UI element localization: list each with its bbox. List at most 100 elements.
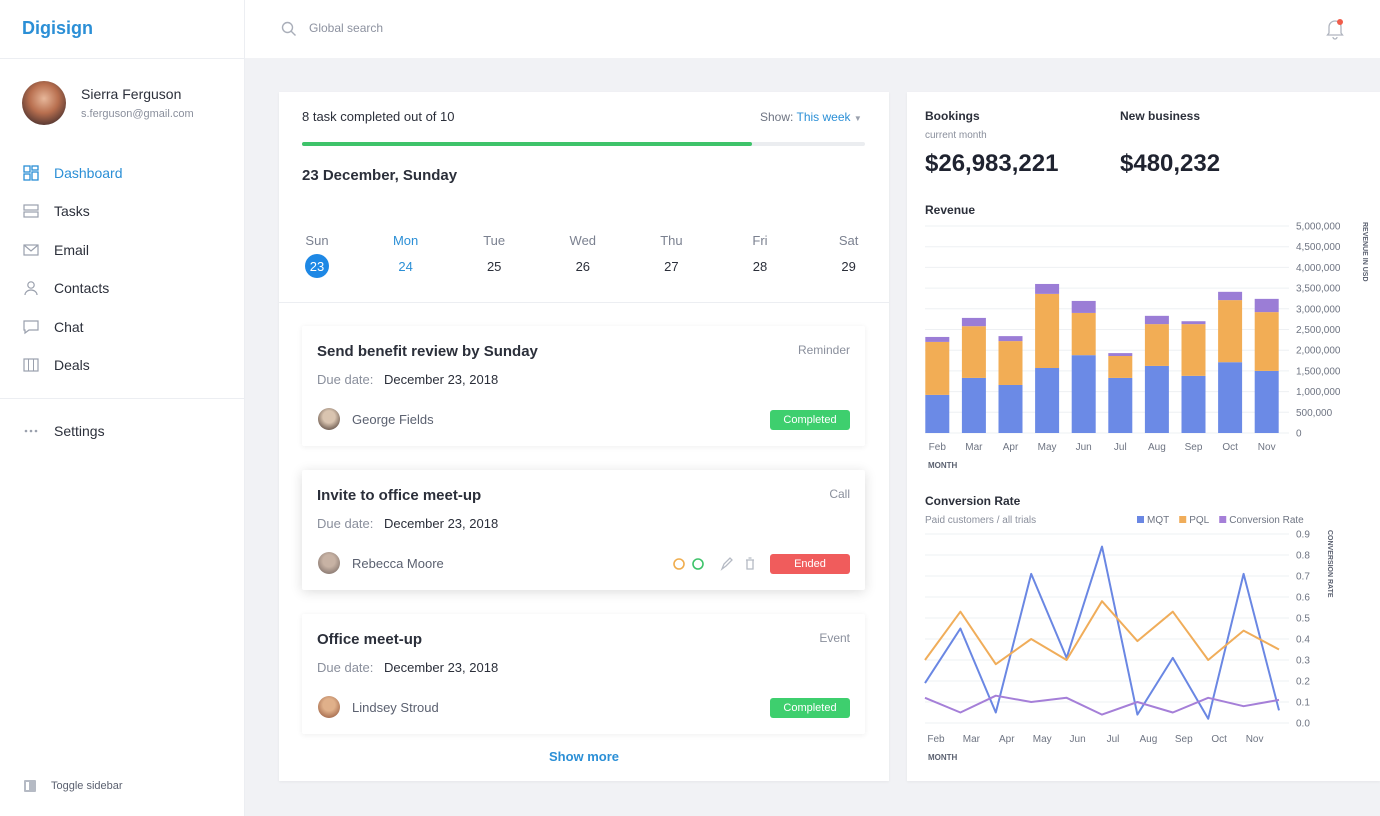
bar-segment (1071, 300, 1096, 313)
y-tick-label: 0.1 (1296, 698, 1310, 709)
bar-segment (1144, 315, 1169, 325)
y-tick-label: 5,000,000 (1296, 222, 1341, 233)
bar-segment (1071, 312, 1096, 356)
chart-title: Conversion Rate (925, 494, 1021, 508)
chart-subtitle: Paid customers / all trials (925, 515, 1036, 526)
bar-segment (1181, 324, 1206, 376)
weekday-date[interactable]: 24 (398, 259, 413, 274)
notification-bell[interactable] (1325, 18, 1345, 40)
progress-fill (302, 142, 753, 146)
x-tick-label: Jul (1107, 734, 1120, 745)
y-tick-label: 0 (1296, 429, 1302, 440)
y-tick-label: 0.6 (1296, 593, 1310, 604)
weekday-date[interactable]: 25 (486, 259, 502, 274)
bar-segment (1218, 300, 1243, 363)
task-title: Office meet-up (317, 631, 423, 648)
task-title: Invite to office meet-up (317, 487, 482, 504)
bar-segment (1218, 362, 1243, 433)
stat-sublabel: current month (925, 130, 987, 141)
task-card[interactable]: Send benefit review by Sunday Reminder Due… (302, 326, 865, 446)
y-tick-label: 4,000,000 (1296, 263, 1341, 274)
chart-title: Revenue (925, 203, 975, 217)
y-tick-label: 1,000,000 (1296, 387, 1341, 398)
action-circle[interactable] (692, 558, 704, 570)
bar-segment (1254, 312, 1279, 371)
assignee-avatar (318, 408, 340, 430)
task-title: Send benefit review by Sunday (317, 343, 538, 360)
x-tick-label: Oct (1211, 734, 1227, 745)
assignee-name: George Fields (352, 412, 434, 427)
legend-swatch (1137, 516, 1144, 523)
weekday-date[interactable]: 29 (841, 259, 856, 274)
due-label: Due date: (317, 660, 374, 675)
nav-label: Email (54, 241, 90, 258)
search-icon (281, 21, 296, 36)
bar-segment (1181, 321, 1206, 325)
y-tick-label: 0.4 (1296, 635, 1310, 646)
y-tick-label: 3,000,000 (1296, 304, 1341, 315)
settings-icon (24, 429, 38, 433)
task-card[interactable]: Invite to office meet-up Call Due date: Dec… (302, 470, 865, 590)
legend-label: Conversion Rate (1229, 515, 1304, 526)
weekday-date[interactable]: 28 (752, 259, 768, 274)
x-tick-label: Nov (1246, 734, 1264, 745)
bar-segment (1108, 353, 1133, 356)
bar-segment (998, 336, 1023, 342)
x-tick-label: Nov (1258, 442, 1276, 453)
weekday: Fri (752, 233, 768, 248)
x-axis-label: MONTH (928, 753, 958, 762)
legend-label: MQT (1147, 515, 1169, 526)
nav-label: Chat (54, 318, 84, 335)
nav-label: Deals (54, 357, 90, 373)
task-card[interactable]: Office meet-up Event Due date: December 23,… (302, 614, 865, 734)
nav-item[interactable]: Email (0, 235, 244, 265)
nav-item[interactable]: Contacts (0, 273, 244, 303)
nav-item[interactable]: Tasks (0, 196, 244, 226)
settings-label: Settings (54, 423, 105, 439)
nav-item[interactable]: Deals (0, 350, 244, 380)
y-tick-label: 0.2 (1296, 677, 1310, 688)
nav-icon (23, 204, 39, 218)
y-tick-label: 4,500,000 (1296, 242, 1341, 253)
search-input[interactable]: Global search (309, 21, 384, 35)
stat-value: $26,983,221 (925, 150, 1058, 177)
user-name: Sierra Ferguson (81, 86, 182, 102)
action-circle[interactable] (673, 558, 685, 570)
x-tick-label: Apr (1003, 442, 1019, 453)
weekday-date[interactable]: 27 (664, 259, 679, 274)
nav-label: Contacts (54, 280, 110, 297)
task-actions[interactable] (672, 554, 762, 574)
brand[interactable]: Digisign (22, 18, 93, 38)
delete-icon[interactable] (746, 557, 754, 570)
bar-segment (925, 341, 950, 395)
edit-icon[interactable] (720, 557, 733, 571)
task-type: Call (829, 487, 850, 501)
selected-circle (305, 254, 329, 278)
line-series (924, 600, 1280, 666)
nav-item[interactable]: Chat (0, 312, 244, 342)
y-tick-label: 2,500,000 (1296, 325, 1341, 336)
bar-segment (1254, 370, 1279, 433)
nav-item[interactable]: Dashboard (0, 158, 244, 188)
assignee-name: Rebecca Moore (352, 556, 444, 571)
toggle-label: Toggle sidebar (51, 780, 123, 792)
line-series (924, 694, 1280, 716)
show-more[interactable]: Show more (548, 749, 620, 764)
nav-label: Dashboard (54, 165, 123, 181)
x-tick-label: Aug (1140, 734, 1158, 745)
header: Global search (245, 0, 1380, 58)
weekday-date[interactable]: 26 (575, 259, 591, 274)
assignee-avatar (318, 696, 340, 718)
settings-link[interactable]: Settings (0, 416, 244, 446)
y-tick-label: 2,000,000 (1296, 346, 1341, 357)
user-avatar[interactable] (22, 81, 66, 125)
divider (279, 302, 889, 303)
legend-label: PQL (1189, 515, 1209, 526)
weekday-date[interactable]: 23 (309, 259, 325, 274)
weekday: Thu (660, 233, 683, 248)
legend-swatch (1219, 516, 1227, 523)
toggle-sidebar[interactable]: Toggle sidebar (0, 771, 244, 801)
selected-date: 23 December, Sunday (302, 167, 458, 184)
analytics-panel (907, 92, 1380, 781)
show-filter[interactable]: Show: This week ▼ (760, 110, 862, 124)
